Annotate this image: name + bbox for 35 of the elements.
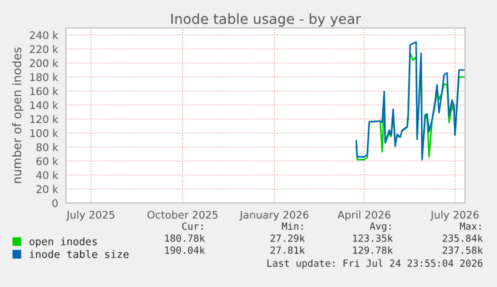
y-tick-label: 240 k bbox=[30, 31, 58, 40]
text: 123.35k bbox=[353, 234, 393, 242]
chart-title: Inode table usage - by year bbox=[171, 13, 361, 27]
y-tick-label: 140 k bbox=[30, 101, 58, 110]
x-tick-label: January 2026 bbox=[239, 210, 308, 221]
y-tick-label: 160 k bbox=[30, 87, 58, 96]
legend-label: inode table size bbox=[30, 250, 129, 258]
text: 27.81k bbox=[270, 246, 305, 254]
y-tick-label: 40 k bbox=[36, 171, 58, 180]
y-axis-title: number of open inodes bbox=[12, 48, 24, 183]
text: Cur: bbox=[182, 222, 203, 230]
y-tick-label: 200 k bbox=[30, 59, 58, 68]
text: 129.78k bbox=[353, 246, 393, 254]
y-tick-label: 120 k bbox=[30, 115, 58, 124]
y-tick-label: 0 bbox=[52, 199, 58, 208]
text: 190.04k bbox=[165, 246, 205, 254]
y-tick-label: 220 k bbox=[30, 45, 58, 54]
text: Max: bbox=[460, 222, 481, 230]
legend-label: open inodes bbox=[30, 237, 97, 248]
y-tick-label: 20 k bbox=[36, 185, 58, 194]
text: 180.78k bbox=[165, 234, 205, 242]
text: 237.58k bbox=[442, 246, 483, 254]
y-tick-label: 100 k bbox=[30, 129, 58, 138]
text: Avg: bbox=[370, 222, 391, 232]
y-tick-label: 60 k bbox=[36, 157, 58, 166]
x-tick-label: October 2025 bbox=[148, 210, 218, 219]
x-tick-label: July 2025 bbox=[66, 210, 114, 221]
text: 27.29k bbox=[270, 234, 305, 242]
x-tick-label: July 2026 bbox=[430, 210, 479, 221]
text: Last update: Fri Jul 24 23:55:04 2026 bbox=[267, 259, 482, 269]
x-tick-label: April 2026 bbox=[338, 210, 390, 221]
y-tick-label: 80 k bbox=[36, 143, 58, 152]
y-tick-label: 180 k bbox=[30, 73, 58, 82]
text: 235.84k bbox=[442, 234, 483, 242]
text: Min: bbox=[282, 222, 303, 230]
